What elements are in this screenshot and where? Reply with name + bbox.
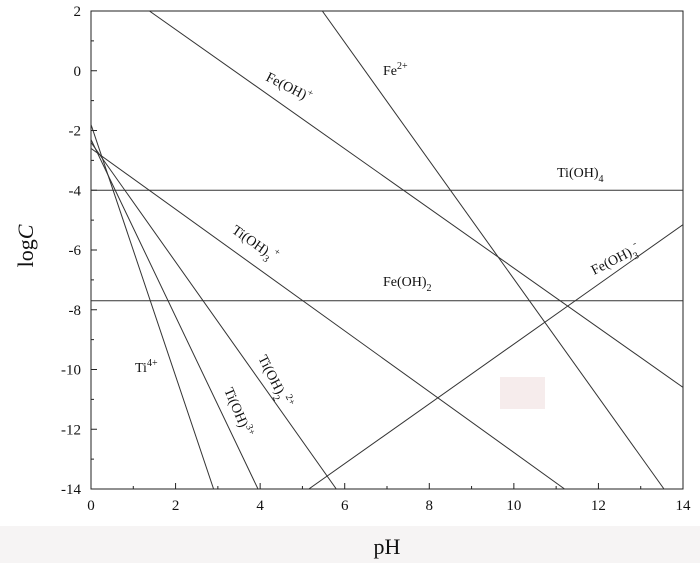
label-fe2: Fe2+ (383, 61, 408, 79)
y-tick-label: -10 (61, 363, 81, 379)
x-tick-label: 4 (256, 498, 264, 514)
label-tioh2: Ti(OH)22+ (251, 351, 298, 413)
label-tioh4: Ti(OH)4 (557, 166, 604, 185)
y-tick-label: -14 (61, 482, 81, 498)
series-line-fe-oh (149, 11, 683, 388)
y-tick-label: 0 (74, 64, 82, 80)
label-feoh2: Fe(OH)2 (383, 275, 432, 294)
x-axis-title: pH (374, 534, 401, 559)
label-tioh3: Ti(OH)3+ (226, 220, 282, 269)
series-line-ti-oh (91, 142, 337, 489)
highlight-artifact (500, 377, 545, 409)
label-ti4: Ti4+ (135, 358, 158, 376)
x-tick-label: 8 (426, 498, 434, 514)
x-tick-label: 2 (172, 498, 180, 514)
x-axis-title-band (0, 526, 700, 563)
series-line-fe-oh (308, 224, 683, 489)
x-tick-label: 0 (87, 498, 95, 514)
x-tick-label: 14 (676, 498, 692, 514)
y-axis-title: logC (13, 224, 38, 267)
label-feoh: Fe(OH)+ (263, 68, 315, 107)
y-tick-label: -4 (69, 183, 82, 199)
y-tick-label: 2 (74, 4, 82, 20)
plot-frame (90, 10, 684, 490)
plot-area: 0 2 4 6 8 10 12 14 2 0 -2 -4 -6 -8 -10 -12 -14 (61, 4, 691, 514)
y-tick-label: -8 (69, 303, 82, 319)
y-tick-label: -12 (61, 422, 81, 438)
x-tick-label: 12 (591, 498, 606, 514)
label-tioh: Ti(OH)3+ (220, 385, 257, 440)
series-line-ti-oh (91, 139, 259, 489)
species-labels: Fe2+ Fe(OH)+ Ti(OH)4 Fe(OH)2 Fe(OH)3- Ti… (135, 61, 644, 440)
label-feoh3: Fe(OH)3- (587, 238, 644, 282)
series-line-fe (321, 11, 665, 489)
y-tick-label: -6 (69, 243, 82, 259)
x-tick-label: 6 (341, 498, 349, 514)
series-line-ti (91, 124, 215, 489)
series-line-ti-oh (91, 147, 565, 489)
y-tick-label: -2 (69, 124, 82, 140)
x-tick-label: 10 (506, 498, 521, 514)
